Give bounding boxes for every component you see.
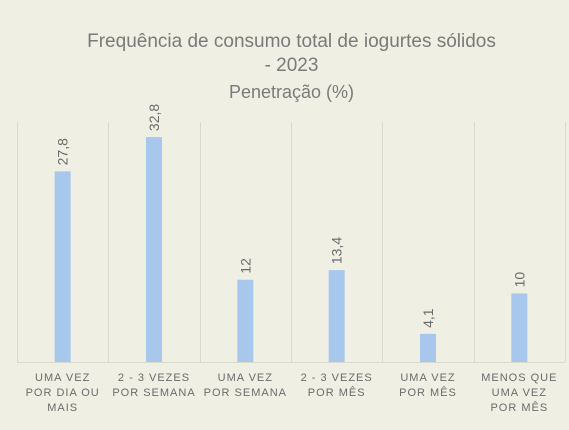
category-label: 2 - 3 VEZES [301,372,373,384]
data-label: 32,8 [146,104,162,131]
category-label: POR SEMANA [112,387,195,399]
data-label: 12 [237,258,253,274]
category-label: UMA VEZ [35,372,90,384]
category-label: 2 - 3 VEZES [118,372,190,384]
data-label: 4,1 [420,308,436,328]
bar [54,171,71,362]
chart-title-year: - 2023 [264,55,319,76]
category-label: MAIS [47,402,78,414]
category-label: UMA VEZ [492,387,547,399]
category-label: POR SEMANA [204,387,287,399]
category-label: POR DIA OU [26,387,100,399]
bar [237,279,254,362]
category-label: MENOS QUE [481,372,557,384]
data-label: 27,8 [55,138,71,165]
chart-subtitle: Penetração (%) [228,82,355,102]
category-label: POR MÊS [399,386,457,399]
category-label: UMA VEZ [400,372,455,384]
bar [328,270,345,362]
chart-title: Frequência de consumo total de iogurtes … [87,31,496,52]
category-label: UMA VEZ [218,372,273,384]
bar [146,137,162,362]
bar [511,293,528,362]
category-label: POR MÊS [308,386,366,399]
data-label: 13,4 [329,237,345,264]
category-label: POR MÊS [490,401,548,414]
data-label: 10 [511,272,527,288]
bar [420,333,436,362]
